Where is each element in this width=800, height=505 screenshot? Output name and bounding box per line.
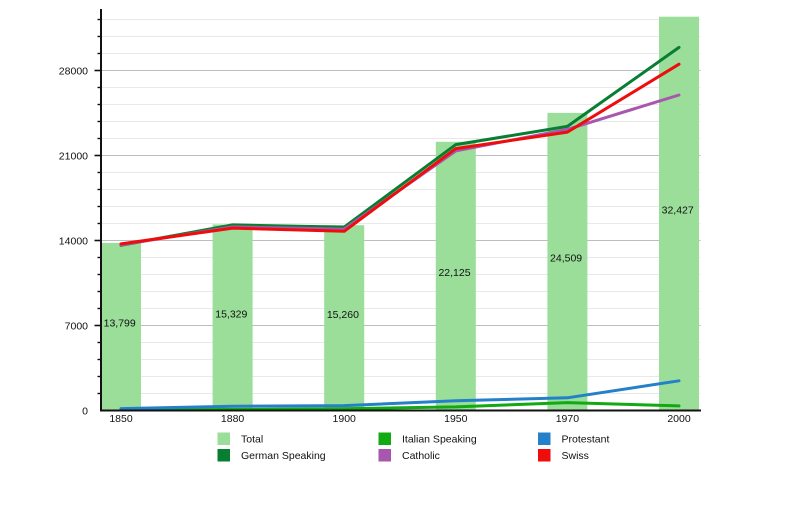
svg-text:24,509: 24,509 [550, 253, 582, 265]
svg-text:13,799: 13,799 [104, 318, 136, 330]
svg-text:Swiss: Swiss [562, 450, 589, 462]
svg-text:15,329: 15,329 [215, 308, 247, 320]
svg-text:German Speaking: German Speaking [241, 450, 326, 462]
svg-text:2000: 2000 [667, 413, 691, 425]
svg-text:Catholic: Catholic [402, 450, 440, 462]
svg-text:1900: 1900 [333, 413, 357, 425]
svg-text:21000: 21000 [59, 150, 88, 162]
svg-text:1880: 1880 [221, 413, 245, 425]
svg-text:28000: 28000 [59, 65, 88, 77]
svg-text:15,260: 15,260 [327, 309, 359, 321]
svg-text:22,125: 22,125 [438, 267, 470, 279]
svg-text:1970: 1970 [556, 413, 580, 425]
svg-text:Protestant: Protestant [562, 434, 610, 446]
svg-text:0: 0 [82, 405, 88, 417]
svg-text:1850: 1850 [109, 413, 133, 425]
svg-text:1950: 1950 [444, 413, 468, 425]
svg-text:Total: Total [241, 434, 263, 446]
svg-text:14000: 14000 [59, 235, 88, 247]
svg-text:32,427: 32,427 [662, 205, 694, 217]
svg-text:Italian Speaking: Italian Speaking [402, 434, 477, 446]
svg-text:7000: 7000 [65, 320, 89, 332]
